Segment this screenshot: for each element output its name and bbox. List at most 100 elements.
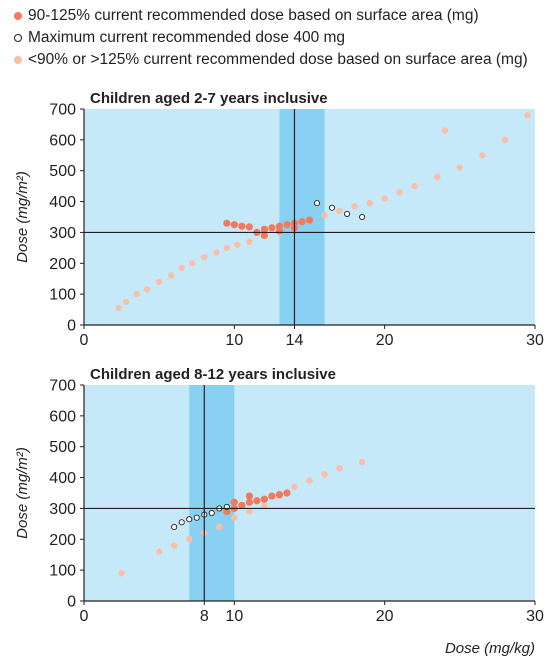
data-point [275,227,284,235]
x-tick-label: 14 [286,332,304,349]
legend-marker-dark-dot-icon [14,12,22,20]
data-point [246,238,253,245]
data-point [275,490,284,499]
data-point [186,516,193,523]
y-tick-label: 0 [67,318,76,335]
data-point [178,519,185,526]
data-point [260,495,268,503]
data-point [231,514,238,521]
data-point [434,173,441,181]
y-tick-label: 400 [49,194,76,211]
data-point [133,290,140,298]
data-point [171,542,178,549]
y-tick-label: 400 [49,470,76,487]
data-point [268,492,276,500]
y-tick-label: 700 [49,378,76,395]
data-point [189,260,196,267]
legend: 90-125% current recommended dose based o… [14,5,528,71]
x-tick-label: 0 [80,608,89,625]
data-point [305,216,314,224]
data-point [351,203,358,210]
chart-title: Children aged 8-12 years inclusive [90,366,336,383]
data-point [501,136,509,144]
y-tick-label: 300 [49,225,76,242]
data-point [245,223,253,231]
chart-panel-1: 0 100 200 300 400 500 600 700 0 10 14 20 30 Children … [14,90,544,349]
legend-item-max-dose: Maximum current recommended dose 400 mg [14,27,528,49]
data-point [186,536,193,543]
data-point [268,224,276,232]
y-tick-label: 200 [49,256,76,273]
data-point [234,241,241,248]
y-axis-label: Dose (mg/m²) [14,171,31,263]
data-point [122,298,130,306]
legend-label: <90% or >125% current recommended dose b… [28,51,528,68]
x-axis-label: Dose (mg/kg) [445,640,535,657]
data-point [118,570,125,577]
data-point [336,207,343,215]
series-max-dose [313,200,366,221]
data-point [238,222,246,230]
data-point [283,221,291,229]
data-point [336,465,343,472]
data-point [245,498,253,506]
legend-marker-light-dot-icon [14,56,22,64]
data-point [328,204,336,211]
chart-panel-2: 0 100 200 300 400 500 600 700 0 8 10 20 30 Children a… [14,366,544,657]
legend-label: Maximum current recommended dose 400 mg [28,29,346,46]
x-tick-label: 20 [376,608,394,625]
x-tick-label: 10 [225,332,243,349]
y-tick-label: 100 [49,287,76,304]
data-point [359,213,366,221]
data-point [115,304,122,312]
x-tick-label: 30 [526,332,544,349]
plot-background [84,385,535,601]
data-point [230,221,238,229]
data-point [344,210,351,217]
x-tick-label: 8 [200,608,209,625]
y-tick-label: 500 [49,439,76,456]
x-tick-label: 0 [80,332,89,349]
data-point [313,200,321,207]
series-in-range [223,489,291,516]
data-point [358,458,366,466]
data-point [441,127,448,134]
y-tick-label: 300 [49,501,76,518]
legend-item-out-of-range: <90% or >125% current recommended dose b… [14,49,528,71]
data-point [321,471,328,478]
data-point [223,244,231,252]
y-axis-label: Dose (mg/m²) [14,447,31,539]
chart-title: Children aged 2-7 years inclusive [90,90,328,107]
data-point [245,492,253,500]
data-point [291,483,298,491]
y-tick-label: 200 [49,532,76,549]
legend-item-in-range: 90-125% current recommended dose based o… [14,5,528,27]
x-tick-label: 20 [376,332,394,349]
data-point [261,502,268,509]
data-point [381,195,388,202]
x-tick-label: 10 [225,608,243,625]
data-point [253,497,261,505]
data-point [411,182,418,190]
data-point [155,548,163,555]
data-point [456,164,464,171]
data-point [167,272,175,279]
series-out-of-range [118,458,366,577]
y-tick-label: 500 [49,163,76,180]
data-point [155,278,163,285]
legend-marker-open-circle-icon [14,34,22,42]
data-point [260,225,268,233]
y-tick-label: 100 [49,563,76,580]
data-point [208,510,215,517]
x-tick-label: 30 [526,608,544,625]
data-point [238,501,246,509]
data-point [396,189,403,196]
data-point [143,286,151,293]
y-tick-label: 600 [49,408,76,425]
data-point [298,218,306,226]
data-point [524,111,531,119]
data-point [216,523,223,531]
recommended-range-band [279,109,325,325]
legend-label: 90-125% current recommended dose based o… [28,7,479,24]
data-point [223,507,231,516]
